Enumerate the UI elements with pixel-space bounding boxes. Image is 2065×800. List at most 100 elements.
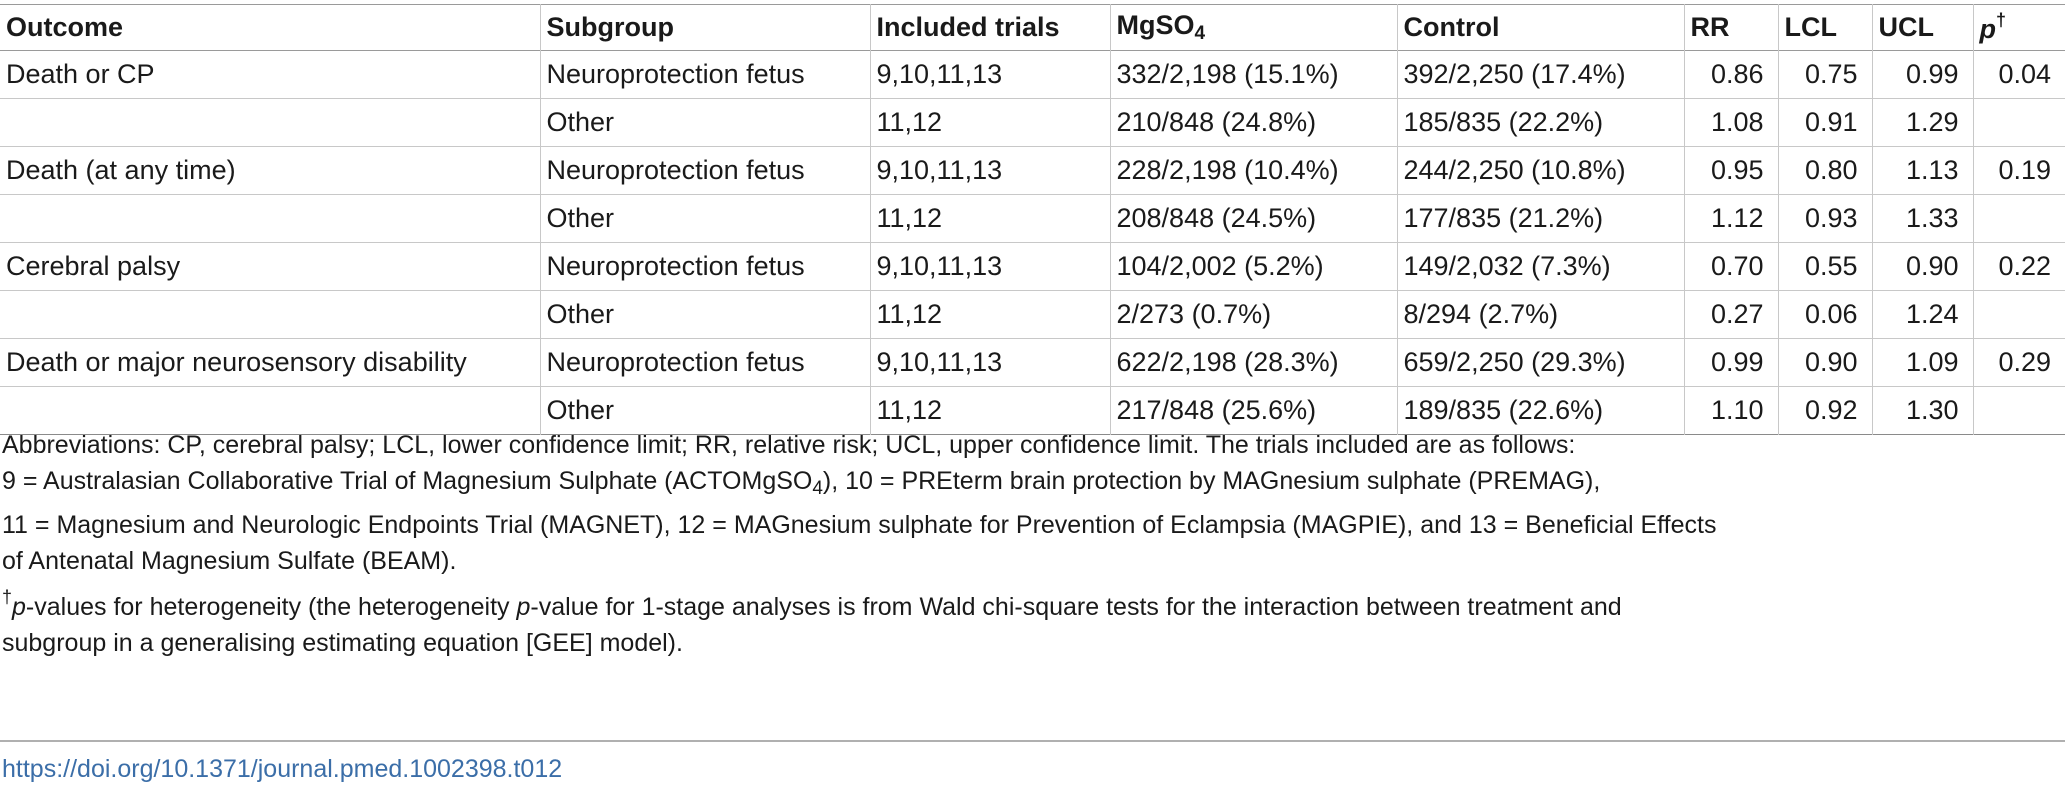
footnote-dagger-line-1: †p-values for heterogeneity (the heterog… <box>2 579 2060 625</box>
table-row: Other 11,12 208/848 (24.5%) 177/835 (21.2%)… <box>0 194 2065 243</box>
cell-outcome <box>0 291 540 339</box>
table-row: Other 11,12 217/848 (25.6%) 189/835 (22.6%)… <box>0 386 2065 435</box>
cell-lcl: 0.93 <box>1777 194 1872 243</box>
cell-mgso4: 104/2,002 (5.2%) <box>1109 242 1397 291</box>
cell-mgso4: 332/2,198 (15.1%) <box>1109 50 1397 99</box>
cell-p <box>1972 290 2065 339</box>
footnote-trials-line-2: 11 = Magnesium and Neurologic Endpoints … <box>2 511 1717 539</box>
cell-subgroup: Neuroprotection fetus <box>539 50 870 99</box>
cell-lcl: 0.90 <box>1777 338 1872 387</box>
doi-link[interactable]: https://doi.org/10.1371/journal.pmed.100… <box>2 755 563 783</box>
cell-control: 177/835 (21.2%) <box>1396 194 1684 243</box>
table-row: Death (at any time) Neuroprotection fetus… <box>0 146 2065 195</box>
cell-included-trials: 11,12 <box>869 386 1110 435</box>
cell-ucl: 1.29 <box>1871 98 1973 147</box>
cell-mgso4: 228/2,198 (10.4%) <box>1109 146 1397 195</box>
header-p: p† <box>1972 4 2065 51</box>
cell-mgso4: 2/273 (0.7%) <box>1109 290 1397 339</box>
cell-p <box>1972 98 2065 147</box>
cell-p: 0.19 <box>1972 146 2065 195</box>
footnote-abbreviations: Abbreviations: CP, cerebral palsy; LCL, … <box>2 431 1576 459</box>
header-p-text: p <box>1979 14 1997 44</box>
footnote-dagger-p2: p <box>516 593 531 621</box>
cell-subgroup: Neuroprotection fetus <box>539 146 870 195</box>
cell-lcl: 0.55 <box>1777 242 1872 291</box>
cell-subgroup: Other <box>539 290 870 339</box>
doi-divider <box>0 740 2065 742</box>
cell-ucl: 1.30 <box>1871 386 1973 435</box>
table-row: Other 11,12 210/848 (24.8%) 185/835 (22.2%)… <box>0 98 2065 147</box>
cell-lcl: 0.06 <box>1777 290 1872 339</box>
cell-ucl: 1.24 <box>1871 290 1973 339</box>
header-outcome: Outcome <box>6 12 124 42</box>
cell-lcl: 0.75 <box>1777 50 1872 99</box>
cell-rr: 1.08 <box>1683 98 1778 147</box>
cell-rr: 0.99 <box>1683 338 1778 387</box>
cell-outcome: Death (at any time) <box>6 155 236 185</box>
cell-ucl: 0.90 <box>1871 242 1973 291</box>
cell-included-trials: 11,12 <box>869 194 1110 243</box>
cell-rr: 1.12 <box>1683 194 1778 243</box>
cell-rr: 0.27 <box>1683 290 1778 339</box>
header-rr: RR <box>1683 4 1778 51</box>
cell-subgroup: Neuroprotection fetus <box>539 242 870 291</box>
cell-ucl: 1.33 <box>1871 194 1973 243</box>
header-control: Control <box>1396 4 1684 51</box>
header-p-dagger: † <box>1996 10 2007 30</box>
header-lcl: LCL <box>1777 4 1872 51</box>
header-ucl: UCL <box>1871 4 1973 51</box>
cell-outcome <box>0 195 540 243</box>
footnote-trials-line-3: of Antenatal Magnesium Sulfate (BEAM). <box>2 547 457 575</box>
cell-mgso4: 622/2,198 (28.3%) <box>1109 338 1397 387</box>
cell-outcome: Death or CP <box>6 59 155 89</box>
footnote-dagger-text-a: -values for heterogeneity (the heterogen… <box>25 593 517 621</box>
footnote-dagger-line-2: subgroup in a generalising estimating eq… <box>2 629 683 657</box>
cell-control: 392/2,250 (17.4%) <box>1396 50 1684 99</box>
cell-included-trials: 9,10,11,13 <box>869 50 1110 99</box>
footnote-trials-line-1-b: ), 10 = PREterm brain protection by MAGn… <box>822 467 1601 495</box>
table-footnotes: Abbreviations: CP, cerebral palsy; LCL, … <box>2 427 2060 661</box>
cell-rr: 0.95 <box>1683 146 1778 195</box>
cell-p: 0.22 <box>1972 242 2065 291</box>
table-row: Death or major neurosensory disability Ne… <box>0 338 2065 387</box>
footnote-dagger-text-b: -value for 1-stage analyses is from Wald… <box>530 593 1622 621</box>
cell-control: 189/835 (22.6%) <box>1396 386 1684 435</box>
cell-control: 244/2,250 (10.8%) <box>1396 146 1684 195</box>
cell-rr: 0.70 <box>1683 242 1778 291</box>
footnote-dagger-p: p <box>12 593 26 621</box>
cell-outcome: Death or major neurosensory disability <box>6 347 467 377</box>
footnote-trials-line-1-sub: 4 <box>812 478 823 499</box>
cell-mgso4: 217/848 (25.6%) <box>1109 386 1397 435</box>
cell-p: 0.29 <box>1972 338 2065 387</box>
table-body: Death or CP Neuroprotection fetus 9,10,11,… <box>0 50 2065 435</box>
cell-subgroup: Neuroprotection fetus <box>539 338 870 387</box>
table-row: Cerebral palsy Neuroprotection fetus 9,10,… <box>0 242 2065 291</box>
cell-ucl: 0.99 <box>1871 50 1973 99</box>
cell-p <box>1972 194 2065 243</box>
cell-p <box>1972 386 2065 435</box>
cell-subgroup: Other <box>539 194 870 243</box>
header-mgso4: MgSO4 <box>1109 4 1397 51</box>
header-mgso4-subscript: 4 <box>1194 23 1206 44</box>
table-row: Other 11,12 2/273 (0.7%) 8/294 (2.7%) 0.27 0.… <box>0 290 2065 339</box>
footnote-dagger-mark: † <box>2 587 13 607</box>
cell-outcome <box>0 99 540 147</box>
cell-control: 149/2,032 (7.3%) <box>1396 242 1684 291</box>
footnote-trials-line-1-a: 9 = Australasian Collaborative Trial of … <box>2 467 813 495</box>
cell-lcl: 0.92 <box>1777 386 1872 435</box>
cell-p: 0.04 <box>1972 50 2065 99</box>
cell-included-trials: 9,10,11,13 <box>869 146 1110 195</box>
cell-included-trials: 9,10,11,13 <box>869 242 1110 291</box>
cell-included-trials: 9,10,11,13 <box>869 338 1110 387</box>
cell-lcl: 0.80 <box>1777 146 1872 195</box>
cell-ucl: 1.13 <box>1871 146 1973 195</box>
header-subgroup: Subgroup <box>539 4 870 51</box>
header-mgso4-text: MgSO <box>1116 10 1195 40</box>
cell-included-trials: 11,12 <box>869 98 1110 147</box>
cell-subgroup: Other <box>539 98 870 147</box>
cell-control: 8/294 (2.7%) <box>1396 290 1684 339</box>
cell-subgroup: Other <box>539 386 870 435</box>
table-row: Death or CP Neuroprotection fetus 9,10,11,… <box>0 50 2065 99</box>
cell-mgso4: 210/848 (24.8%) <box>1109 98 1397 147</box>
